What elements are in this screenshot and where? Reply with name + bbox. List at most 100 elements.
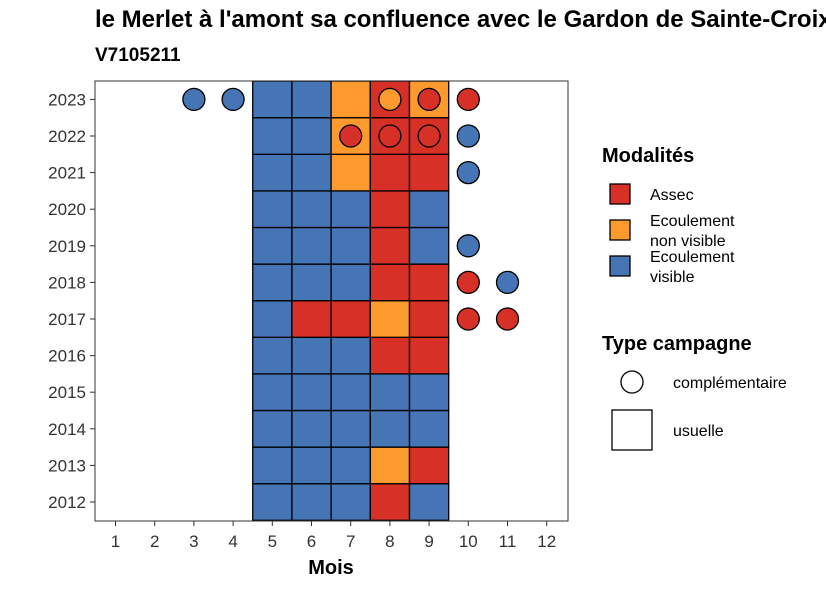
legend-label-visible: Ecoulement visible (650, 249, 735, 286)
tile-2014-m8 (369, 409, 411, 448)
x-axis-title: Mois (308, 557, 354, 579)
y-tick-label: 2023 (48, 90, 86, 109)
tile-2021-m6 (291, 153, 332, 192)
x-tick-label: 12 (537, 532, 556, 551)
tile-2016-m5 (252, 336, 293, 375)
y-tick-label: 2017 (48, 310, 86, 329)
point-2023-m8 (378, 87, 402, 112)
tile-2013-m5 (252, 446, 293, 485)
point-2017-m11 (495, 307, 520, 331)
legend-modalites: Modalités Assec Ecoulement non visibleEcou… (602, 145, 735, 286)
y-tick-label: 2016 (48, 347, 86, 366)
x-tick-label: 3 (189, 532, 198, 551)
tile-2022-m5 (252, 117, 293, 155)
y-tick-label: 2021 (48, 164, 86, 183)
chart-title: le Merlet à l'amont sa confluence avec l… (95, 6, 826, 33)
x-tick-label: 8 (385, 532, 394, 551)
tile-2012-m8 (369, 483, 411, 521)
tile-2012-m7 (330, 483, 371, 521)
tile-2015-m5 (252, 373, 293, 412)
tile-2020-m9 (408, 190, 450, 229)
legend-swatch-assec (609, 183, 631, 205)
tile-2017-m9 (408, 300, 450, 338)
y-tick-label: 2013 (48, 456, 86, 475)
tile-2023-m5 (252, 80, 293, 119)
y-tick-label: 2020 (48, 200, 86, 219)
point-2021-m10 (456, 160, 480, 185)
tile-2018-m6 (291, 263, 332, 302)
tile-2014-m5 (252, 409, 293, 448)
tile-2019-m5 (252, 226, 293, 265)
y-tick-label: 2015 (48, 383, 86, 402)
legend-swatch-visible (609, 255, 631, 277)
x-axis-ticks: 1 2 3 4 5 6 7 8 9 10 11 12 (111, 521, 556, 551)
tile-2016-m9 (408, 336, 450, 375)
point-2022-m9 (417, 124, 441, 148)
legend-shape-usuelle (611, 409, 653, 451)
tile-2017-m5 (252, 300, 293, 338)
x-tick-label: 9 (424, 532, 433, 551)
tile-2018-m9 (408, 263, 450, 302)
x-tick-label: 4 (228, 532, 237, 551)
tile-2016-m6 (291, 336, 332, 375)
tile-2019-m9 (408, 226, 450, 265)
tile-2015-m9 (408, 373, 450, 412)
legend-label-complementaire: complémentaire (673, 375, 787, 392)
usual-campaign-cells (252, 80, 450, 521)
tile-2012-m9 (408, 483, 450, 521)
y-tick-label: 2018 (48, 273, 86, 292)
tile-2013-m7 (330, 446, 371, 485)
tile-2013-m8 (369, 446, 411, 485)
tile-2013-m9 (408, 446, 450, 485)
legend-modalites-title: Modalités (602, 145, 694, 167)
tile-2017-m7 (330, 300, 371, 338)
tile-2020-m8 (369, 190, 411, 229)
complementary-campaign-points (182, 87, 520, 331)
point-2022-m8 (378, 124, 402, 148)
legend-campaign-type: Type campagne complémentaire usuelle (602, 333, 787, 451)
tile-2020-m5 (252, 190, 293, 229)
point-2019-m10 (456, 234, 480, 258)
x-tick-label: 11 (499, 532, 517, 551)
tile-2013-m6 (291, 446, 332, 485)
tile-2014-m7 (330, 409, 371, 448)
tile-2015-m7 (330, 373, 371, 412)
tile-2022-m6 (291, 117, 332, 155)
legend-type-title: Type campagne (602, 333, 752, 355)
tile-2019-m6 (291, 226, 332, 265)
tile-2014-m9 (408, 409, 450, 448)
legend-label-usuelle: usuelle (673, 423, 724, 440)
legend-shape-complementaire (620, 370, 644, 394)
point-2018-m11 (495, 270, 520, 295)
x-tick-label: 7 (346, 532, 355, 551)
tile-2016-m7 (330, 336, 371, 375)
point-2017-m10 (456, 307, 480, 331)
legend-label-assec: Assec (650, 187, 694, 204)
tile-2012-m5 (252, 483, 293, 521)
legend-swatch-non_visible (609, 219, 631, 241)
y-tick-label: 2019 (48, 237, 86, 256)
x-tick-label: 6 (307, 532, 316, 551)
y-tick-label: 2014 (48, 420, 86, 439)
point-2023-m4 (221, 87, 245, 112)
tile-2020-m6 (291, 190, 332, 229)
tile-2023-m7 (330, 80, 371, 119)
point-2022-m10 (456, 124, 480, 148)
tile-2017-m6 (291, 300, 332, 338)
tile-2015-m6 (291, 373, 332, 412)
tile-2020-m7 (330, 190, 371, 229)
tile-2012-m6 (291, 483, 332, 521)
tile-2018-m8 (369, 263, 411, 302)
y-tick-label: 2022 (48, 127, 86, 146)
y-tick-label: 2012 (48, 493, 86, 512)
tile-2021-m9 (408, 153, 450, 192)
tile-2018-m5 (252, 263, 293, 302)
x-tick-label: 10 (459, 532, 478, 551)
chart-subtitle: V7105211 (95, 45, 181, 66)
tile-2015-m8 (369, 373, 411, 412)
legend-label-non_visible: Ecoulement non visible (650, 213, 735, 250)
tile-2021-m7 (330, 153, 371, 192)
tile-2021-m5 (252, 153, 293, 192)
point-2023-m10 (456, 87, 480, 112)
